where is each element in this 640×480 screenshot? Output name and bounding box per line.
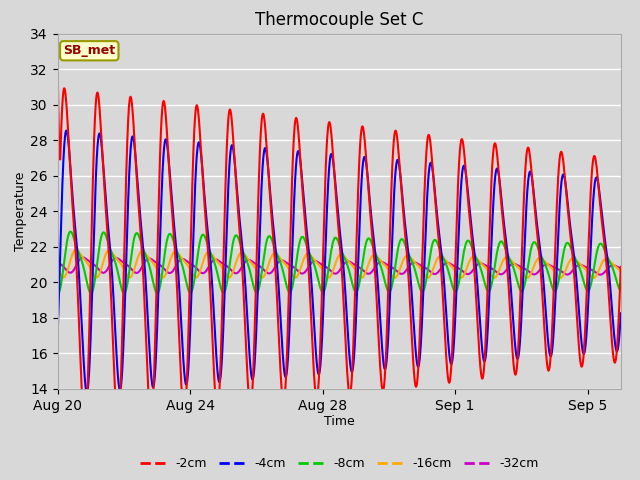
-32cm <box>295 269 303 275</box>
-32cm <box>572 264 579 270</box>
-32cm <box>321 264 329 269</box>
-4cm <box>322 246 330 252</box>
-8cm <box>54 291 61 297</box>
-4cm <box>83 389 91 395</box>
-2cm <box>572 292 579 298</box>
-8cm <box>322 284 330 290</box>
Text: SB_met: SB_met <box>63 44 115 57</box>
Line: -32cm: -32cm <box>58 257 621 275</box>
-4cm <box>572 269 580 275</box>
Y-axis label: Temperature: Temperature <box>14 171 28 251</box>
-2cm <box>600 234 607 240</box>
-8cm <box>54 291 61 297</box>
-2cm <box>291 127 298 133</box>
-2cm <box>54 57 61 63</box>
X-axis label: Time: Time <box>324 415 355 428</box>
-8cm <box>463 239 471 244</box>
-32cm <box>600 270 607 276</box>
-2cm <box>463 183 470 189</box>
-2cm <box>295 135 303 141</box>
-4cm <box>54 334 61 339</box>
-32cm <box>54 259 61 265</box>
-16cm <box>600 257 607 263</box>
-32cm <box>463 271 470 277</box>
Line: -16cm: -16cm <box>58 250 621 278</box>
-4cm <box>600 228 607 234</box>
Line: -8cm: -8cm <box>58 232 621 294</box>
-32cm <box>617 265 625 271</box>
-16cm <box>572 257 579 263</box>
-2cm <box>321 176 329 181</box>
-16cm <box>589 275 597 281</box>
Line: -4cm: -4cm <box>58 131 621 392</box>
-16cm <box>463 265 470 271</box>
-16cm <box>291 275 298 280</box>
-8cm <box>600 245 607 251</box>
-16cm <box>72 247 80 252</box>
-4cm <box>63 128 70 133</box>
-8cm <box>67 229 74 235</box>
-16cm <box>54 266 61 272</box>
-8cm <box>291 272 298 278</box>
-2cm <box>617 264 625 270</box>
-16cm <box>295 270 303 276</box>
-8cm <box>295 242 303 248</box>
-8cm <box>572 257 580 263</box>
-16cm <box>617 269 625 275</box>
Title: Thermocouple Set C: Thermocouple Set C <box>255 11 424 29</box>
-4cm <box>463 180 471 186</box>
Line: -2cm: -2cm <box>58 60 621 427</box>
-2cm <box>81 424 88 430</box>
-32cm <box>596 272 604 277</box>
-16cm <box>321 272 329 278</box>
-4cm <box>291 190 298 195</box>
-4cm <box>617 311 625 316</box>
-32cm <box>291 265 298 271</box>
-8cm <box>617 288 625 294</box>
Legend: -2cm, -4cm, -8cm, -16cm, -32cm: -2cm, -4cm, -8cm, -16cm, -32cm <box>135 452 543 475</box>
-4cm <box>295 150 303 156</box>
-32cm <box>79 254 86 260</box>
